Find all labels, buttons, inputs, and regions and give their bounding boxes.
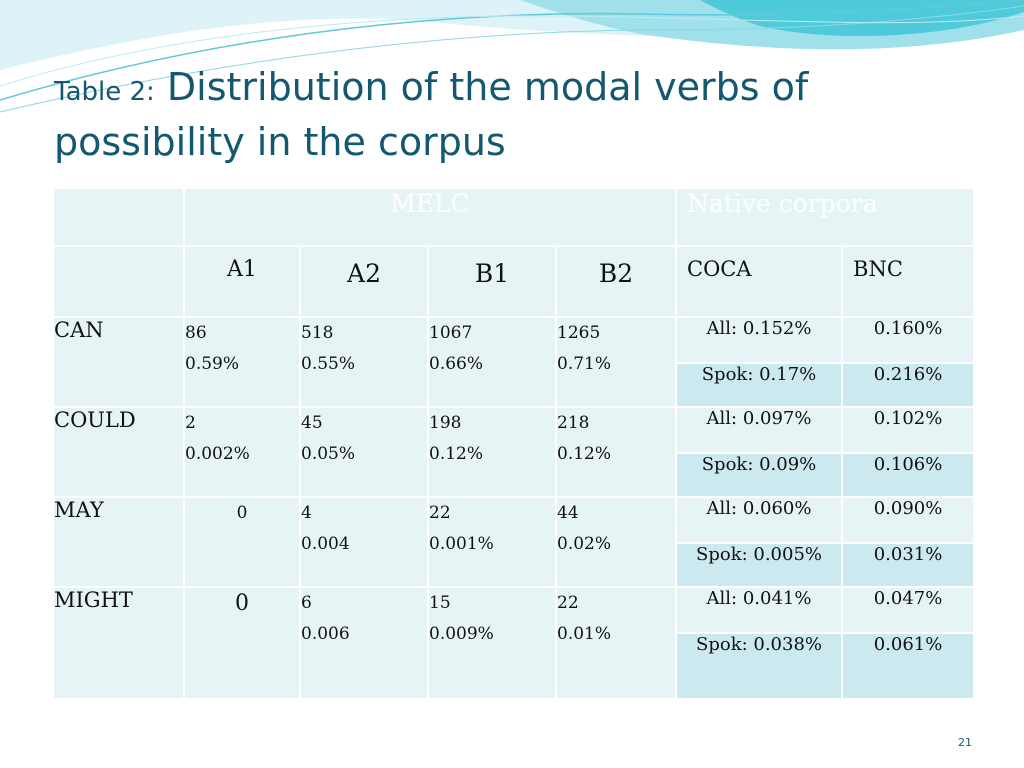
coca-all-cell: All: 0.097% [675,406,844,454]
coca-all-cell: All: 0.060% [675,496,844,544]
b1-cell: 22 0.001% [427,496,557,588]
a2-cell: 45 0.05% [299,406,429,498]
b1-cell: 198 0.12% [427,406,557,498]
b2-cell: 22 0.01% [554,586,678,700]
bnc-spok-cell: 0.216% [841,362,976,408]
corner-subheader-cell [52,245,185,318]
bnc-all-cell: 0.160% [841,316,976,364]
b1-cell: 1067 0.66% [427,316,557,408]
native-corpora-header: Native corpora [675,187,976,247]
cell-percent: 0.006 [301,624,350,644]
coca-spok-cell: Spok: 0.005% [675,542,844,588]
cell-count: 22 [557,593,579,613]
row-label: MIGHT [52,586,185,700]
table-row-could-spok: Spok: 0.09% 0.106% [53,452,976,498]
row-label: COULD [52,406,185,498]
title-prefix: Table 2: [54,77,155,107]
level-b1-header: B1 [427,245,557,318]
cell-count: 518 [301,323,334,343]
cell-percent: 0.59% [185,354,240,374]
cell-percent: 0.001% [429,534,494,554]
b2-cell: 44 0.02% [554,496,678,588]
cell-percent: 0.009% [429,624,494,644]
a1-cell: 0 [183,586,301,700]
cell-count: 15 [429,593,451,613]
cell-count: 1067 [429,323,473,343]
cell-count: 44 [557,503,579,523]
bnc-spok-cell: 0.031% [841,542,976,588]
melc-header: MELC [182,187,678,247]
table-row-may-spok: Spok: 0.005% 0.031% [53,542,976,588]
subheader-row: A1 A2 B1 B2 COCA BNC [52,245,976,318]
coca-header: COCA [675,245,844,318]
level-a2-header: A2 [299,245,429,318]
cell-count: 0 [235,591,249,616]
bnc-header: BNC [841,245,976,318]
coca-all-cell: All: 0.041% [675,586,844,634]
coca-all-cell: All: 0.152% [675,316,844,364]
a2-cell: 4 0.004 [299,496,429,588]
cell-count: 86 [185,323,207,343]
cell-count: 0 [236,503,248,523]
cell-percent: 0.66% [429,354,484,374]
cell-percent: 0.02% [557,534,612,554]
cell-percent: 0.002% [185,444,250,464]
cell-count: 22 [429,503,451,523]
bnc-spok-cell: 0.106% [841,452,976,498]
a2-cell: 518 0.55% [299,316,429,408]
title-main: Distribution of the modal verbs of possi… [54,65,809,164]
bnc-all-cell: 0.047% [841,586,976,634]
bnc-all-cell: 0.102% [841,406,976,454]
cell-percent: 0.05% [301,444,356,464]
row-label: MAY [52,496,185,588]
table-row-can: CAN 86 0.59% 518 0.55% 1067 0.66% 1265 0.71%… [52,316,976,408]
cell-percent: 0.004 [301,534,350,554]
a1-cell: 2 0.002% [183,406,301,498]
bnc-all-cell: 0.090% [841,496,976,544]
cell-percent: 0.12% [429,444,484,464]
bnc-spok-cell: 0.061% [841,632,976,700]
coca-spok-cell: Spok: 0.17% [675,362,844,408]
header-row: MELC Native corpora [52,187,976,247]
cell-count: 198 [429,413,462,433]
row-label: CAN [52,316,185,408]
cell-count: 218 [557,413,590,433]
corner-header-cell [52,187,185,247]
cell-count: 4 [301,503,312,523]
b1-cell: 15 0.009% [427,586,557,700]
a2-cell: 6 0.006 [299,586,429,700]
cell-percent: 0.55% [301,354,356,374]
table-row-might-spok: Spok: 0.038% 0.061% [53,632,976,700]
cell-count: 2 [185,413,196,433]
a1-cell: 86 0.59% [183,316,301,408]
slide-title: Table 2: Distribution of the modal verbs… [54,62,994,167]
coca-spok-cell: Spok: 0.09% [675,452,844,498]
level-a1-header: A1 [183,245,301,318]
table-row-might: MIGHT 0 6 0.006 15 0.009% 22 0.01% All: 0.0… [52,586,976,700]
b2-cell: 1265 0.71% [554,316,678,408]
level-b2-header: B2 [554,245,678,318]
cell-count: 1265 [557,323,601,343]
b2-cell: 218 0.12% [554,406,678,498]
table-row-may: MAY 0 4 0.004 22 0.001% 44 0.02% All: 0.060… [52,496,976,588]
table-row-could: COULD 2 0.002% 45 0.05% 198 0.12% 218 0.12% … [52,406,976,498]
cell-count: 45 [301,413,323,433]
modal-verbs-table: MELC Native corpora A1 A2 B1 B2 COCA BNC… [52,187,976,700]
header-wave-decoration [0,0,1024,113]
cell-percent: 0.71% [557,354,612,374]
coca-spok-cell: Spok: 0.038% [675,632,844,700]
a1-cell: 0 [183,496,301,588]
cell-percent: 0.01% [557,624,612,644]
page-number: 21 [958,736,972,749]
table-row-can-spok: Spok: 0.17% 0.216% [53,362,976,408]
cell-count: 6 [301,593,312,613]
cell-percent: 0.12% [557,444,612,464]
